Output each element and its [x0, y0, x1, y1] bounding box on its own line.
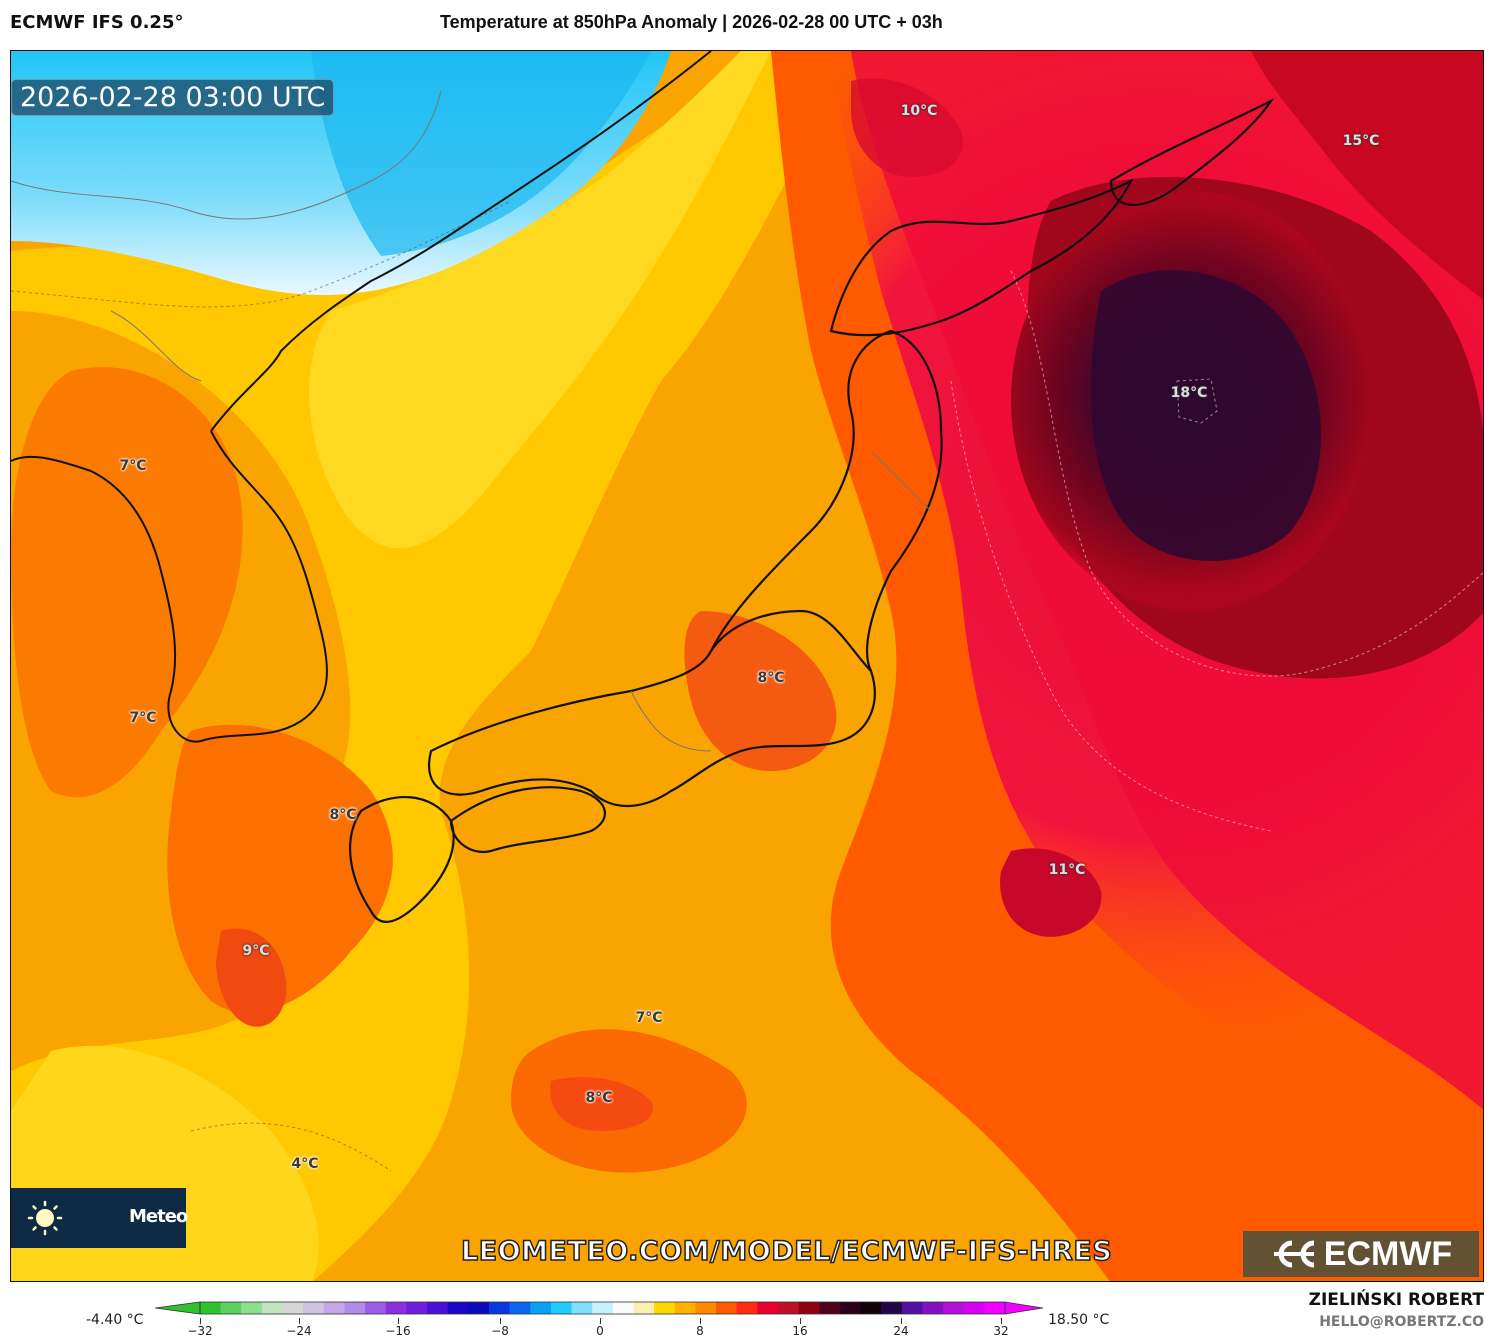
colorbar-tick-label: −16 — [385, 1324, 411, 1338]
contour-lines — [950, 270, 1483, 832]
temperature-label: 8°C — [757, 670, 785, 686]
colorbar-tick-label: −32 — [187, 1324, 213, 1338]
leometeo-logo-text: Meteo — [129, 1206, 188, 1227]
colorbar-tick-mark — [398, 1318, 399, 1324]
valid-time-badge: 2026-02-28 03:00 UTC — [11, 79, 335, 116]
temperature-label: 8°C — [329, 807, 357, 823]
temperature-label: 9°C — [242, 943, 270, 959]
temperature-label: 8°C — [585, 1090, 613, 1106]
ecmwf-logo-text: ECMWF — [1323, 1234, 1453, 1273]
colorbar-tick-label: −24 — [286, 1324, 312, 1338]
author-email: HELLO@ROBERTZ.CO — [1319, 1314, 1484, 1330]
colorbar-tick-mark — [500, 1318, 501, 1324]
colorbar-tick-label: 0 — [596, 1324, 604, 1338]
ecmwf-logo: ECMWF — [1243, 1231, 1479, 1277]
author-credit: ZIELIŃSKI ROBERT — [1308, 1290, 1484, 1310]
sun-icon — [27, 1200, 63, 1236]
source-watermark: LEOMETEO.COM/MODEL/ECMWF-IFS-HRES — [460, 1235, 1113, 1268]
temperature-label: 7°C — [129, 710, 157, 726]
colorbar-tick-mark — [200, 1318, 201, 1324]
temperature-anomaly-map: 2026-02-28 03:00 UTC 10°C 15°C 18°C 7°C 8°C 7… — [10, 50, 1484, 1282]
leometeo-logo: Meteo — [11, 1188, 188, 1248]
coastline-korea — [11, 51, 712, 743]
ecmwf-swirl-icon — [1273, 1240, 1315, 1268]
colorbar-tick-mark — [800, 1318, 801, 1324]
colorbar-tick-label: 32 — [993, 1324, 1009, 1338]
colorbar-tick-mark — [299, 1318, 300, 1324]
colorbar-tick-mark — [901, 1318, 902, 1324]
colorbar-tick-label: 24 — [893, 1324, 909, 1338]
model-name: ECMWF IFS 0.25° — [10, 12, 184, 33]
temperature-label: 11°C — [1048, 862, 1086, 878]
colorbar-tick-label: −8 — [491, 1324, 509, 1338]
colorbar-tick-mark — [600, 1318, 601, 1324]
colorbar-tick-mark — [1001, 1318, 1002, 1324]
admin-boundaries — [11, 90, 932, 752]
coastline-japan — [349, 98, 1275, 923]
temperature-field — [11, 51, 1483, 1281]
colorbar-min-label: -4.40 °C — [86, 1312, 144, 1328]
colorbar — [155, 1301, 1044, 1315]
temperature-label: 10°C — [900, 103, 938, 119]
colorbar-max-label: 18.50 °C — [1048, 1312, 1110, 1328]
temperature-label: 7°C — [635, 1010, 663, 1026]
colorbar-tick-label: 8 — [696, 1324, 704, 1338]
temperature-label: 7°C — [119, 458, 147, 474]
temperature-label: 4°C — [291, 1156, 319, 1172]
colorbar-tick-label: 16 — [792, 1324, 808, 1338]
colorbar-tick-mark — [700, 1318, 701, 1324]
temperature-label: 15°C — [1342, 133, 1380, 149]
chart-title: Temperature at 850hPa Anomaly | 2026-02-… — [440, 12, 943, 32]
temperature-label: 18°C — [1170, 385, 1208, 401]
